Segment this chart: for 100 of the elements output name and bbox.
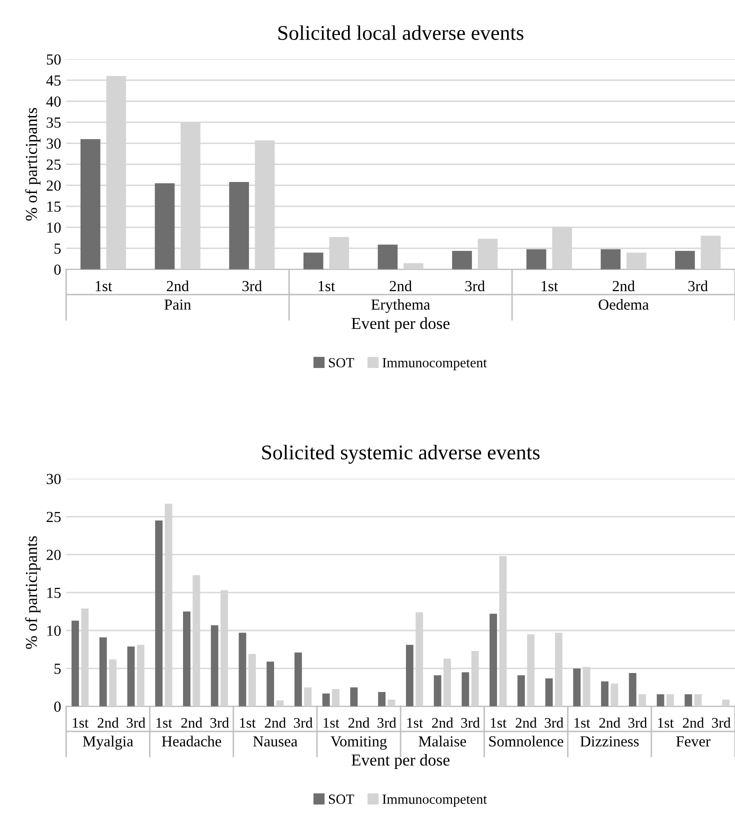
x-tick-label: 2nd	[264, 718, 286, 728]
bar	[490, 614, 497, 706]
text: Vomiting	[330, 736, 387, 750]
x-tick-label: 2nd	[612, 280, 635, 292]
bar	[183, 612, 190, 706]
x-tick-label: 3rd	[544, 718, 564, 728]
x-tick-label: 3rd	[126, 718, 146, 728]
x-tick-label: 2nd	[181, 718, 202, 728]
y-tick-label: 50	[46, 54, 61, 65]
bar	[378, 244, 398, 270]
y-axis-title: % of participants	[25, 108, 40, 221]
bar	[127, 646, 135, 706]
text: Nausea	[253, 736, 298, 747]
y-tick-label: 0	[54, 702, 61, 712]
text: Somnolence	[489, 736, 564, 747]
x-tick-label: 1st	[96, 281, 112, 292]
bar	[434, 675, 442, 706]
bar	[154, 183, 175, 270]
bar	[601, 681, 608, 706]
x-tick-label: 1st	[574, 718, 590, 728]
legend-label: Immunocompetent	[382, 794, 487, 807]
text: Pain	[164, 300, 191, 310]
y-tick-label: 25	[46, 512, 61, 522]
y-tick-label: 5	[54, 664, 61, 674]
x-tick-label: 2nd	[682, 718, 704, 728]
bar	[628, 673, 636, 706]
bar	[526, 249, 546, 270]
text: Myalgia	[82, 736, 134, 750]
x-axis-title: Event per dose	[352, 317, 450, 332]
bar	[155, 520, 163, 706]
y-tick-label: 25	[46, 159, 61, 170]
bar	[573, 668, 581, 706]
bar	[350, 687, 358, 706]
x-tick-label: 3rd	[461, 718, 480, 728]
bar	[72, 620, 79, 706]
bar	[462, 672, 470, 706]
x-tick-label: 1st	[240, 718, 256, 728]
y-tick-label: 35	[46, 117, 61, 128]
bar	[266, 662, 274, 706]
x-tick-label: 1st	[658, 718, 674, 728]
y-tick-label: 15	[47, 202, 61, 212]
x-tick-label: 3rd	[712, 718, 731, 728]
y-tick-label: 30	[46, 474, 61, 484]
text: Erythema	[371, 299, 430, 313]
bar	[238, 632, 246, 706]
y-tick-label: 10	[47, 626, 61, 636]
x-tick-label: 1st	[490, 718, 507, 728]
y-axis-title: % of participants	[25, 536, 40, 649]
x-tick-label: 3rd	[628, 718, 647, 728]
text: Malaise	[418, 736, 466, 747]
legend-label: Immunocompetent	[382, 358, 487, 370]
x-tick-label: 3rd	[294, 718, 313, 728]
bar	[452, 250, 472, 270]
y-tick-label: 15	[47, 588, 61, 598]
bar	[294, 652, 302, 706]
x-tick-label: 1st	[542, 281, 558, 292]
y-tick-label: 20	[46, 550, 61, 560]
text: Fever	[676, 736, 710, 747]
bar	[406, 644, 414, 706]
bar	[517, 675, 525, 706]
bar	[600, 249, 621, 270]
x-tick-label: 2nd	[599, 718, 620, 728]
x-tick-label: 3rd	[465, 280, 485, 292]
bar	[229, 182, 249, 270]
bar	[675, 250, 695, 270]
y-tick-label: 5	[54, 244, 61, 254]
x-tick-label: 1st	[72, 718, 89, 728]
y-tick-label: 0	[54, 264, 61, 275]
bar	[322, 693, 330, 706]
text: Dizziness	[580, 736, 639, 747]
bar	[545, 678, 553, 706]
x-tick-label: 2nd	[166, 280, 189, 292]
x-tick-label: 3rd	[210, 718, 229, 728]
x-tick-label: 2nd	[432, 718, 454, 728]
x-tick-label: 1st	[324, 718, 340, 728]
x-tick-label: 2nd	[516, 718, 537, 728]
y-tick-label: 45	[46, 75, 61, 86]
chart-title: Solicited local adverse events	[278, 25, 524, 40]
y-tick-label: 10	[47, 222, 61, 233]
x-tick-label: 1st	[318, 281, 336, 292]
bar	[99, 637, 107, 706]
x-axis-title: Event per dose	[352, 754, 450, 770]
x-tick-label: 2nd	[390, 280, 412, 292]
chart-title: Solicited systemic adverse events	[262, 444, 540, 464]
bar	[378, 692, 386, 706]
y-tick-label: 30	[46, 138, 61, 149]
bar	[80, 139, 100, 270]
y-tick-label: 40	[46, 96, 61, 107]
x-tick-label: 3rd	[688, 280, 708, 292]
x-tick-label: 3rd	[378, 718, 396, 728]
bar	[303, 252, 324, 270]
legend-label: SOT	[328, 358, 354, 368]
bar	[684, 694, 692, 706]
x-tick-label: 2nd	[348, 718, 370, 728]
text: Headache	[162, 736, 222, 747]
x-tick-label: 3rd	[242, 280, 262, 292]
x-tick-label: 2nd	[98, 718, 119, 728]
y-tick-label: 20	[46, 180, 61, 191]
x-tick-label: 1st	[407, 718, 423, 728]
x-tick-label: 1st	[156, 718, 172, 728]
